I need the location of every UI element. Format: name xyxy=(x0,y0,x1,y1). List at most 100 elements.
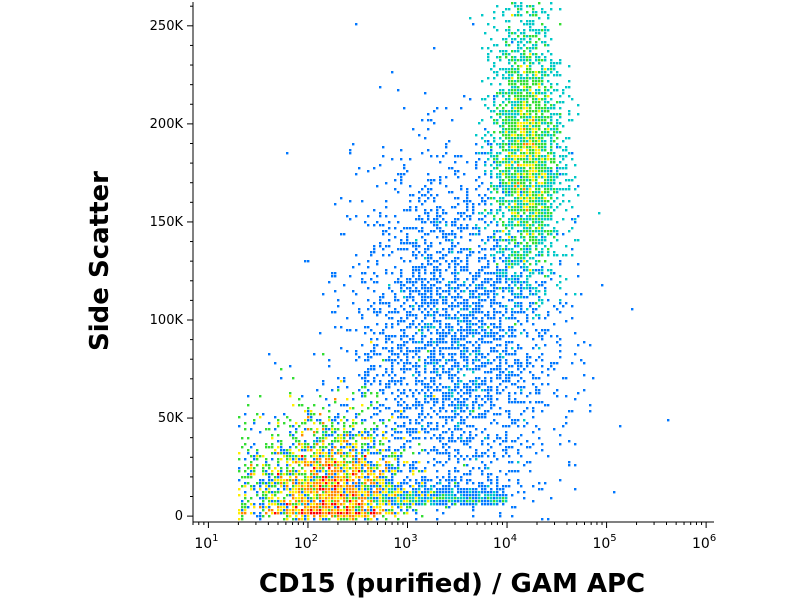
density-cell xyxy=(340,449,343,452)
density-cell xyxy=(511,146,514,149)
density-cell xyxy=(406,383,409,386)
density-cell xyxy=(529,38,532,41)
density-cell xyxy=(346,482,349,485)
density-cell xyxy=(484,242,487,245)
density-cell xyxy=(424,209,427,212)
density-cell xyxy=(511,260,514,263)
density-cell xyxy=(526,440,529,443)
density-cell xyxy=(349,275,352,278)
density-cell xyxy=(541,329,544,332)
density-cell xyxy=(487,443,490,446)
density-cell xyxy=(490,395,493,398)
density-cell xyxy=(442,341,445,344)
density-cell xyxy=(418,380,421,383)
density-cell xyxy=(361,386,364,389)
density-cell xyxy=(568,200,571,203)
density-cell xyxy=(379,485,382,488)
density-cell xyxy=(352,425,355,428)
density-cell xyxy=(550,335,553,338)
density-cell xyxy=(514,254,517,257)
density-cell xyxy=(382,392,385,395)
density-cell xyxy=(517,254,520,257)
density-cell xyxy=(403,107,406,110)
density-cell xyxy=(514,239,517,242)
density-cell xyxy=(448,374,451,377)
density-cell xyxy=(532,407,535,410)
density-cell xyxy=(508,125,511,128)
density-cell xyxy=(526,191,529,194)
density-cell xyxy=(544,215,547,218)
density-cell xyxy=(370,488,373,491)
density-cell xyxy=(577,239,580,242)
density-cell xyxy=(394,422,397,425)
density-cell xyxy=(436,491,439,494)
density-cell xyxy=(427,314,430,317)
density-cell xyxy=(313,452,316,455)
density-cell xyxy=(343,437,346,440)
density-cell xyxy=(499,305,502,308)
density-cell xyxy=(361,200,364,203)
density-cell xyxy=(487,491,490,494)
density-cell xyxy=(304,449,307,452)
density-cell xyxy=(535,143,538,146)
density-cell xyxy=(304,500,307,503)
density-cell xyxy=(400,431,403,434)
density-cell xyxy=(538,143,541,146)
density-cell xyxy=(355,506,358,509)
density-cell xyxy=(334,497,337,500)
density-cell xyxy=(337,485,340,488)
density-cell xyxy=(553,179,556,182)
density-cell xyxy=(532,416,535,419)
density-cell xyxy=(499,278,502,281)
density-cell xyxy=(553,104,556,107)
density-cell xyxy=(301,449,304,452)
density-cell xyxy=(436,497,439,500)
density-cell xyxy=(439,179,442,182)
density-cell xyxy=(523,239,526,242)
density-cell xyxy=(490,50,493,53)
density-cell xyxy=(262,455,265,458)
density-cell xyxy=(361,473,364,476)
density-cell xyxy=(439,272,442,275)
density-cell xyxy=(529,20,532,23)
density-cell xyxy=(403,377,406,380)
density-cell xyxy=(415,326,418,329)
density-cell xyxy=(520,254,523,257)
density-cell xyxy=(481,335,484,338)
density-cell xyxy=(547,158,550,161)
density-cell xyxy=(517,401,520,404)
density-cell xyxy=(412,395,415,398)
density-cell xyxy=(541,140,544,143)
density-cell xyxy=(415,218,418,221)
density-cell xyxy=(517,80,520,83)
density-cell xyxy=(502,158,505,161)
density-cell xyxy=(319,419,322,422)
density-cell xyxy=(523,260,526,263)
density-cell xyxy=(433,458,436,461)
density-cell xyxy=(502,440,505,443)
density-cell xyxy=(502,101,505,104)
density-cell xyxy=(268,428,271,431)
density-cell xyxy=(535,125,538,128)
density-cell xyxy=(412,251,415,254)
density-cell xyxy=(505,269,508,272)
density-cell xyxy=(529,245,532,248)
density-cell xyxy=(451,296,454,299)
density-cell xyxy=(406,314,409,317)
density-cell xyxy=(271,509,274,512)
density-cell xyxy=(562,149,565,152)
density-cell xyxy=(460,227,463,230)
density-cell xyxy=(445,506,448,509)
density-cell xyxy=(403,320,406,323)
density-cell xyxy=(445,494,448,497)
density-cell xyxy=(511,383,514,386)
density-cell xyxy=(271,494,274,497)
density-cell xyxy=(547,80,550,83)
density-cell xyxy=(478,368,481,371)
density-cell xyxy=(298,479,301,482)
density-cell xyxy=(532,218,535,221)
density-cell xyxy=(427,452,430,455)
density-cell xyxy=(319,482,322,485)
density-cell xyxy=(397,500,400,503)
density-cell xyxy=(499,257,502,260)
